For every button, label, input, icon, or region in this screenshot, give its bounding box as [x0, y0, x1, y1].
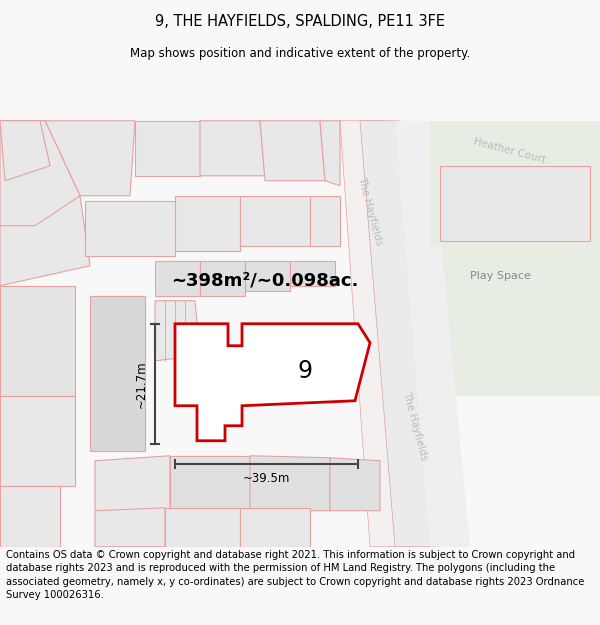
Polygon shape [165, 508, 240, 547]
Polygon shape [250, 456, 330, 511]
Text: Play Space: Play Space [470, 271, 530, 281]
Polygon shape [240, 196, 310, 246]
Polygon shape [245, 261, 290, 291]
Polygon shape [200, 121, 265, 176]
Polygon shape [360, 121, 440, 547]
Text: The Hayfields: The Hayfields [356, 175, 384, 246]
Polygon shape [440, 166, 590, 241]
Text: Map shows position and indicative extent of the property.: Map shows position and indicative extent… [130, 48, 470, 60]
Polygon shape [170, 456, 250, 511]
Text: 9: 9 [298, 359, 313, 382]
Polygon shape [320, 121, 340, 186]
Polygon shape [175, 196, 240, 251]
Text: Heather Court: Heather Court [473, 136, 547, 165]
Polygon shape [290, 261, 335, 286]
Polygon shape [155, 261, 200, 296]
Polygon shape [90, 296, 145, 451]
Polygon shape [0, 121, 50, 181]
Polygon shape [0, 286, 75, 396]
Polygon shape [310, 196, 340, 246]
Polygon shape [95, 456, 170, 511]
Polygon shape [0, 121, 80, 226]
Polygon shape [330, 458, 380, 511]
Polygon shape [85, 201, 175, 256]
Polygon shape [200, 261, 245, 296]
Polygon shape [340, 121, 420, 547]
Polygon shape [95, 508, 165, 547]
Polygon shape [240, 508, 310, 547]
Polygon shape [0, 486, 60, 547]
Polygon shape [45, 121, 135, 196]
Polygon shape [260, 121, 325, 181]
Text: ~21.7m: ~21.7m [134, 360, 148, 408]
Polygon shape [175, 324, 370, 441]
Text: ~398m²/~0.098ac.: ~398m²/~0.098ac. [172, 272, 359, 290]
Polygon shape [0, 396, 75, 486]
Text: Contains OS data © Crown copyright and database right 2021. This information is : Contains OS data © Crown copyright and d… [6, 550, 584, 600]
Polygon shape [0, 196, 90, 286]
Text: The Hayfields: The Hayfields [401, 390, 429, 461]
Polygon shape [390, 121, 600, 396]
Text: ~39.5m: ~39.5m [243, 472, 290, 485]
Polygon shape [135, 121, 200, 176]
Polygon shape [0, 121, 80, 226]
Polygon shape [155, 301, 200, 361]
Polygon shape [430, 121, 600, 246]
Polygon shape [395, 121, 470, 547]
Text: 9, THE HAYFIELDS, SPALDING, PE11 3FE: 9, THE HAYFIELDS, SPALDING, PE11 3FE [155, 14, 445, 29]
